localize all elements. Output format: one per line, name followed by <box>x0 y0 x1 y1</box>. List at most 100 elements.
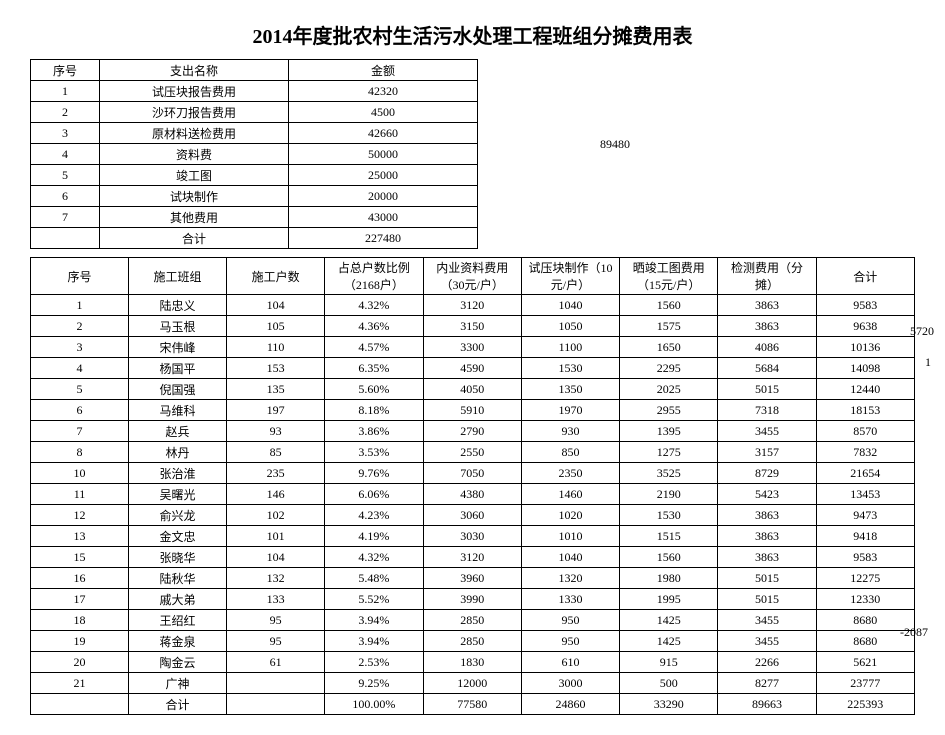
expense-total-row: 合计 227480 <box>31 228 478 249</box>
cell: 3.86% <box>325 421 423 442</box>
cell: 4086 <box>718 337 816 358</box>
alloc-row: 7赵兵933.86%2790930139534558570 <box>31 421 915 442</box>
cell: 1275 <box>620 442 718 463</box>
col-seq: 序号 <box>31 60 100 81</box>
alloc-row: 18王绍红953.94%2850950142534558680 <box>31 610 915 631</box>
cell: 4.36% <box>325 316 423 337</box>
alloc-row: 8林丹853.53%2550850127531577832 <box>31 442 915 463</box>
cell: 5 <box>31 165 100 186</box>
cell: 20000 <box>289 186 478 207</box>
cell: 1040 <box>521 547 619 568</box>
cell: 3863 <box>718 295 816 316</box>
col-amount: 金额 <box>289 60 478 81</box>
cell: 原材料送检费用 <box>100 123 289 144</box>
cell: 合计 <box>129 694 227 715</box>
cell: 61 <box>227 652 325 673</box>
cell: 225393 <box>816 694 914 715</box>
cell: 1575 <box>620 316 718 337</box>
cell: 135 <box>227 379 325 400</box>
cell: 3.94% <box>325 631 423 652</box>
cell: 915 <box>620 652 718 673</box>
cell: 6.35% <box>325 358 423 379</box>
alloc-row: 10张治淮2359.76%705023503525872921654 <box>31 463 915 484</box>
cell: 102 <box>227 505 325 526</box>
alloc-row: 21广神9.25%120003000500827723777 <box>31 673 915 694</box>
cell: 25000 <box>289 165 478 186</box>
alloc-header-cell: 检测费用（分摊） <box>718 258 816 295</box>
cell: 3157 <box>718 442 816 463</box>
cell: 2190 <box>620 484 718 505</box>
alloc-header-cell: 施工户数 <box>227 258 325 295</box>
alloc-row: 20陶金云612.53%183061091522665621 <box>31 652 915 673</box>
cell: 21 <box>31 673 129 694</box>
cell: 42320 <box>289 81 478 102</box>
alloc-header-cell: 试压块制作（10元/户） <box>521 258 619 295</box>
cell: 133 <box>227 589 325 610</box>
alloc-row: 11吴曙光1466.06%438014602190542313453 <box>31 484 915 505</box>
side-note: 1 <box>925 355 931 370</box>
cell: 33290 <box>620 694 718 715</box>
expense-row: 4资料费50000 <box>31 144 478 165</box>
expense-row: 2沙环刀报告费用4500 <box>31 102 478 123</box>
allocation-table: 序号施工班组施工户数占总户数比例（2168户）内业资料费用（30元/户）试压块制… <box>30 257 915 715</box>
cell: 沙环刀报告费用 <box>100 102 289 123</box>
cell: 竣工图 <box>100 165 289 186</box>
cell: 马维科 <box>129 400 227 421</box>
cell: 1 <box>31 295 129 316</box>
cell: 赵兵 <box>129 421 227 442</box>
cell: 1330 <box>521 589 619 610</box>
expense-row: 1试压块报告费用42320 <box>31 81 478 102</box>
cell: 16 <box>31 568 129 589</box>
cell: 2 <box>31 316 129 337</box>
cell: 其他费用 <box>100 207 289 228</box>
cell: 2025 <box>620 379 718 400</box>
cell: 11 <box>31 484 129 505</box>
cell <box>227 673 325 694</box>
cell: 2955 <box>620 400 718 421</box>
cell: 3990 <box>423 589 521 610</box>
cell: 4380 <box>423 484 521 505</box>
cell: 930 <box>521 421 619 442</box>
cell: 104 <box>227 295 325 316</box>
cell: 1530 <box>521 358 619 379</box>
cell: 13453 <box>816 484 914 505</box>
cell: 1515 <box>620 526 718 547</box>
alloc-row: 17戚大弟1335.52%399013301995501512330 <box>31 589 915 610</box>
cell: 林丹 <box>129 442 227 463</box>
cell: 7 <box>31 421 129 442</box>
cell: 13 <box>31 526 129 547</box>
cell: 18153 <box>816 400 914 421</box>
expense-row: 7其他费用43000 <box>31 207 478 228</box>
cell: 93 <box>227 421 325 442</box>
cell: 宋伟峰 <box>129 337 227 358</box>
cell: 1560 <box>620 295 718 316</box>
cell: 8277 <box>718 673 816 694</box>
cell: 132 <box>227 568 325 589</box>
alloc-row: 13金文忠1014.19%30301010151538639418 <box>31 526 915 547</box>
cell: 陆秋华 <box>129 568 227 589</box>
cell: 3455 <box>718 631 816 652</box>
cell: 2850 <box>423 631 521 652</box>
cell: 850 <box>521 442 619 463</box>
cell: 146 <box>227 484 325 505</box>
cell: 吴曙光 <box>129 484 227 505</box>
cell: 9638 <box>816 316 914 337</box>
cell: 3 <box>31 123 100 144</box>
cell: 3455 <box>718 610 816 631</box>
cell: 蒋金泉 <box>129 631 227 652</box>
cell: 5621 <box>816 652 914 673</box>
cell: 10136 <box>816 337 914 358</box>
alloc-row: 1陆忠义1044.32%31201040156038639583 <box>31 295 915 316</box>
cell: 3525 <box>620 463 718 484</box>
cell: 43000 <box>289 207 478 228</box>
cell: 4590 <box>423 358 521 379</box>
total-label: 合计 <box>100 228 289 249</box>
cell: 戚大弟 <box>129 589 227 610</box>
cell: 5423 <box>718 484 816 505</box>
cell: 5015 <box>718 379 816 400</box>
alloc-row: 4杨国平1536.35%459015302295568414098 <box>31 358 915 379</box>
cell: 12330 <box>816 589 914 610</box>
cell: 110 <box>227 337 325 358</box>
cell: 3 <box>31 337 129 358</box>
cell: 9473 <box>816 505 914 526</box>
